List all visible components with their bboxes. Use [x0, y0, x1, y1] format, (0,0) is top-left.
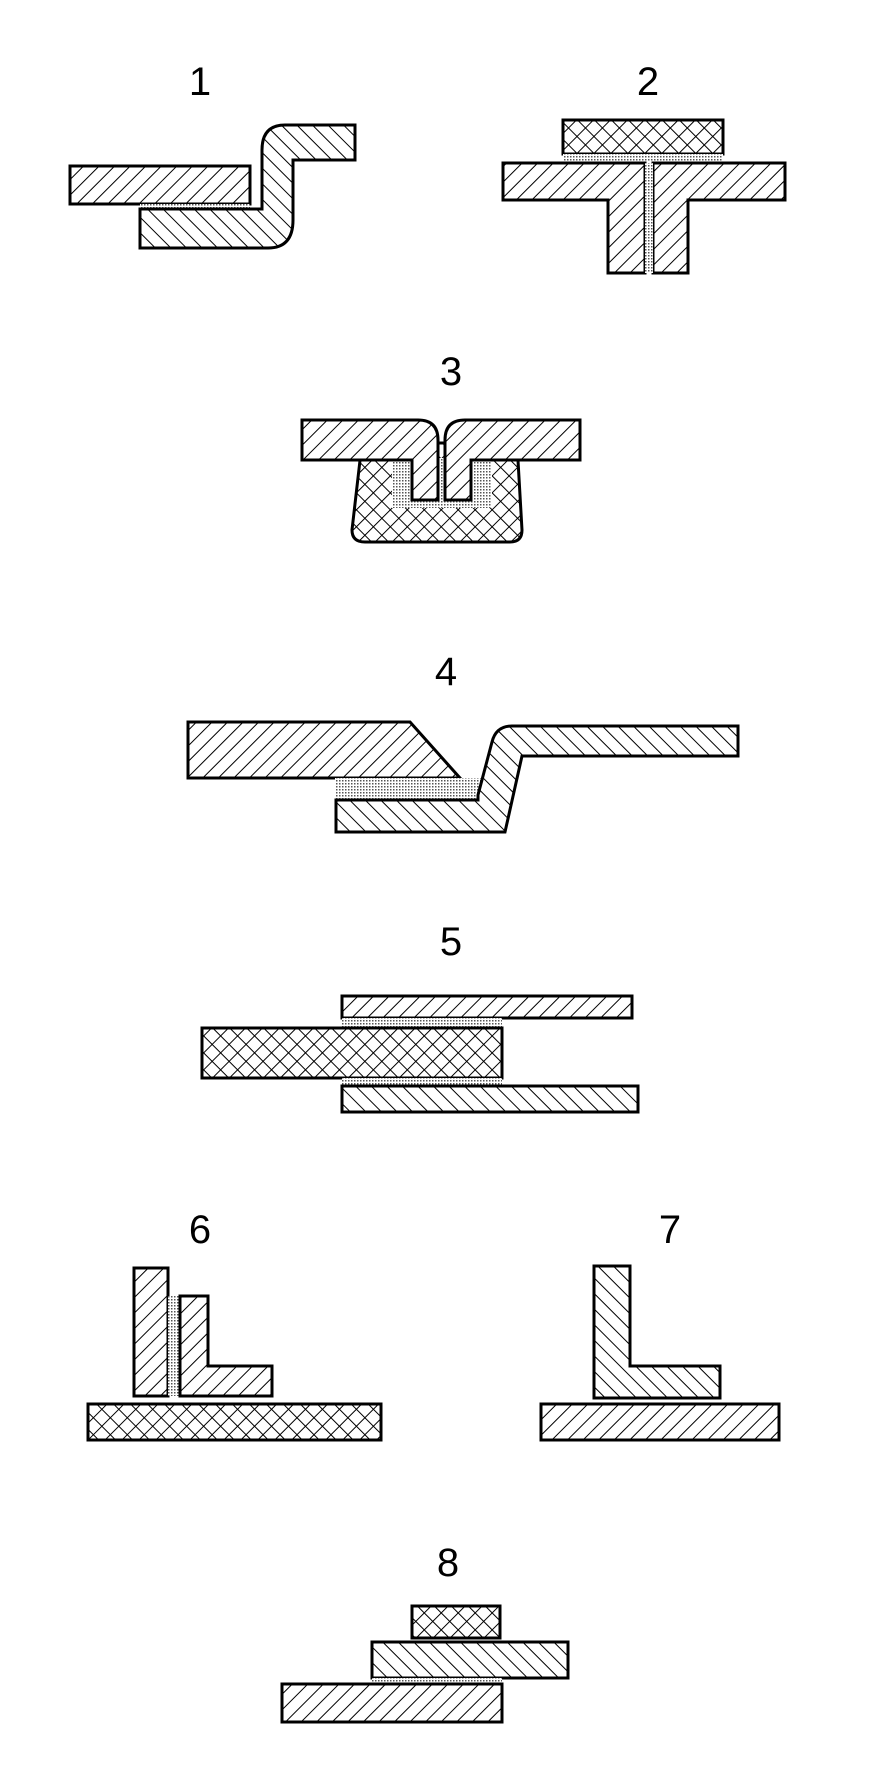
cover-strip	[561, 118, 725, 156]
adhesive-layer	[168, 1296, 180, 1396]
adhesive-layer	[645, 163, 653, 273]
joggled-plate	[138, 123, 357, 250]
figure-5: 5	[200, 920, 640, 1114]
top-strap	[340, 994, 634, 1020]
left-flange	[501, 161, 647, 275]
bottom-strap	[340, 1084, 640, 1114]
doubler-strip	[410, 1604, 502, 1640]
adhesive-layer	[372, 1678, 502, 1684]
figure-3: 3	[300, 350, 582, 544]
adhesive-layer	[140, 204, 250, 209]
vertical-web	[132, 1266, 170, 1398]
middle-plate	[370, 1640, 570, 1680]
figure-7-label: 7	[659, 1208, 681, 1252]
figure-6: 6	[86, 1208, 383, 1442]
figure-8-label: 8	[437, 1541, 459, 1585]
figure-1: 1	[68, 60, 357, 250]
figure-2-label: 2	[637, 60, 659, 104]
figure-7: 7	[539, 1208, 781, 1442]
upper-plate	[68, 164, 252, 206]
bottom-plate	[280, 1682, 504, 1724]
figure-5-label: 5	[440, 920, 462, 964]
adhesive-layer	[392, 458, 492, 508]
adhesive-layer	[563, 154, 723, 162]
figure-4-label: 4	[435, 650, 457, 694]
tapered-plate	[186, 720, 464, 780]
core-panel	[200, 1026, 504, 1080]
angle-bracket	[178, 1294, 274, 1398]
figure-8: 8	[280, 1541, 570, 1724]
right-flange	[651, 161, 787, 275]
base-plate	[539, 1402, 781, 1442]
joggled-plate	[334, 724, 740, 834]
adhesive-layer	[335, 778, 485, 800]
adhesive-layer	[342, 1018, 502, 1028]
figure-3-label: 3	[440, 350, 462, 394]
figure-1-label: 1	[189, 60, 211, 104]
adhesive-layer	[342, 1078, 502, 1086]
right-bent-plate	[443, 418, 582, 502]
figure-4: 4	[186, 650, 740, 834]
figure-2: 2	[501, 60, 787, 275]
base-panel	[86, 1402, 383, 1442]
figure-6-label: 6	[189, 1208, 211, 1252]
left-bent-plate	[300, 418, 440, 502]
angle-bracket	[592, 1264, 722, 1400]
